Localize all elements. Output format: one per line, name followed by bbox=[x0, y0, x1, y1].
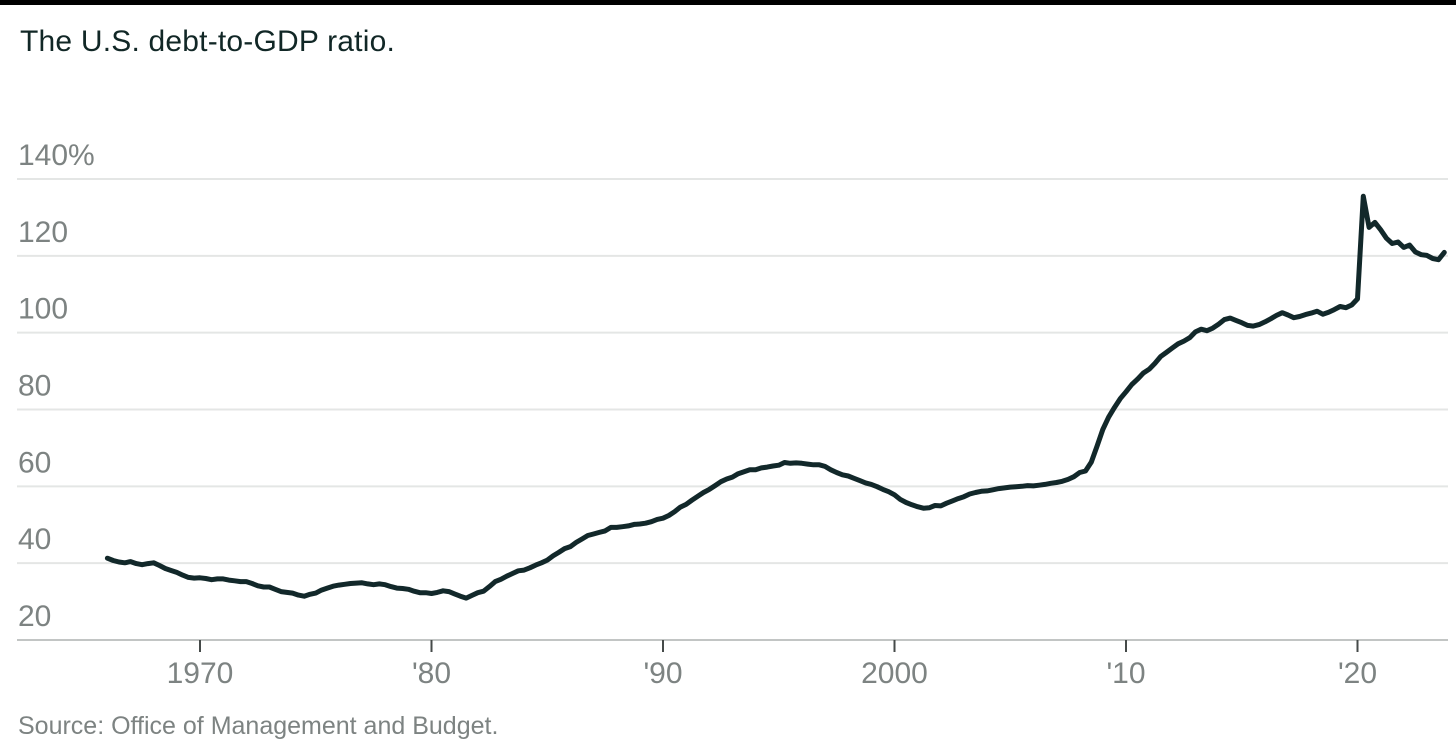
x-axis-label: 2000 bbox=[861, 657, 928, 690]
x-axis-label: '80 bbox=[412, 657, 451, 690]
y-axis-label: 60 bbox=[18, 446, 51, 479]
y-axis-label: 120 bbox=[18, 216, 68, 249]
y-axis-label: 100 bbox=[18, 293, 68, 326]
x-axis-label: 1970 bbox=[167, 657, 234, 690]
y-axis-label: 80 bbox=[18, 369, 51, 402]
x-axis-label: '90 bbox=[643, 657, 682, 690]
y-axis-label: 20 bbox=[18, 600, 51, 633]
source-credit: Source: Office of Management and Budget. bbox=[18, 712, 499, 740]
y-axis-label: 140% bbox=[18, 139, 95, 172]
debt-to-gdp-series-line bbox=[104, 193, 1447, 601]
x-axis-label: '20 bbox=[1338, 657, 1377, 690]
chart-title: The U.S. debt-to-GDP ratio. bbox=[20, 25, 395, 58]
x-axis-label: '10 bbox=[1106, 657, 1145, 690]
window-edge-bar bbox=[0, 0, 1456, 5]
y-axis-label: 40 bbox=[18, 523, 51, 556]
